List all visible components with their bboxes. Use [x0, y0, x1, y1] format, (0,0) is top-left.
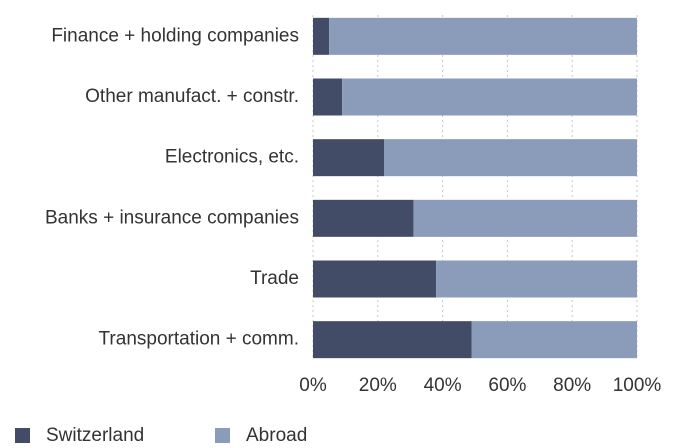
x-tick-label: 40%	[424, 375, 462, 396]
legend-label: Switzerland	[46, 425, 144, 446]
x-tick-label: 100%	[613, 375, 662, 396]
x-tick-label: 60%	[488, 375, 526, 396]
bar	[329, 17, 637, 55]
bar	[471, 321, 637, 359]
bar	[313, 139, 385, 177]
legend-swatch	[15, 428, 30, 443]
y-tick-label: Other manufact. + constr.	[85, 86, 299, 107]
bar	[384, 139, 637, 177]
y-tick-label: Banks + insurance companies	[45, 207, 299, 228]
bar	[313, 78, 343, 116]
legend-swatch	[215, 428, 230, 443]
bar	[436, 260, 637, 298]
x-tick-label: 0%	[299, 375, 327, 396]
bar	[342, 78, 637, 116]
bar	[313, 199, 414, 237]
bar	[313, 260, 437, 298]
x-tick-label: 80%	[553, 375, 591, 396]
y-tick-label: Finance + holding companies	[51, 25, 299, 46]
y-tick-label: Trade	[250, 268, 299, 289]
legend-label: Abroad	[246, 425, 307, 446]
bar	[413, 199, 637, 237]
x-tick-label: 20%	[359, 375, 397, 396]
bar	[313, 321, 472, 359]
y-tick-label: Transportation + comm.	[99, 329, 299, 350]
y-tick-label: Electronics, etc.	[165, 147, 299, 168]
bar	[313, 17, 330, 55]
